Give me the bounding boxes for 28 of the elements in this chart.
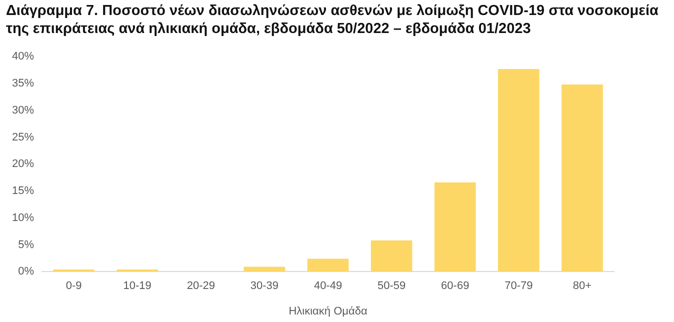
chart-title: Διάγραμμα 7. Ποσοστό νέων διασωληνώσεων ασθενών με λοίμωξη COVID-19 στα νοσοκομεία της επικράτειας ανά ηλικιακή ομάδα, εβδομάδα 50/2022 – εβδομάδα 01/2023 [6,2,660,38]
bar [53,269,94,272]
y-tick-label: 25% [12,131,34,144]
y-tick-label: 5% [18,238,34,251]
bar [562,84,603,272]
x-tick-label: 80+ [572,280,592,292]
y-tick-label: 0% [18,266,34,278]
y-tick-label: 30% [12,104,34,116]
x-tick-label: 0-9 [66,280,82,292]
x-tick-label: 10-19 [123,280,152,292]
x-tick-label: 40-49 [314,280,342,292]
bar [498,68,540,272]
y-tick-label: 35% [12,78,34,90]
bar [307,258,349,272]
bar [244,266,286,272]
x-tick-label: 30-39 [250,280,279,292]
x-axis-title: Ηλικιακή Ομάδα [288,305,368,318]
x-tick-label: 60-69 [441,280,470,292]
x-tick-label: 20-29 [186,280,215,292]
y-tick-label: 10% [12,212,34,224]
bar [370,240,412,272]
bar [434,182,476,272]
bar [116,269,158,272]
x-tick-label: 50-59 [377,280,406,292]
y-tick-label: 20% [12,158,34,170]
x-tick-label: 70-79 [504,280,533,292]
y-tick-label: 40% [12,50,34,63]
y-tick-label: 15% [12,185,34,198]
